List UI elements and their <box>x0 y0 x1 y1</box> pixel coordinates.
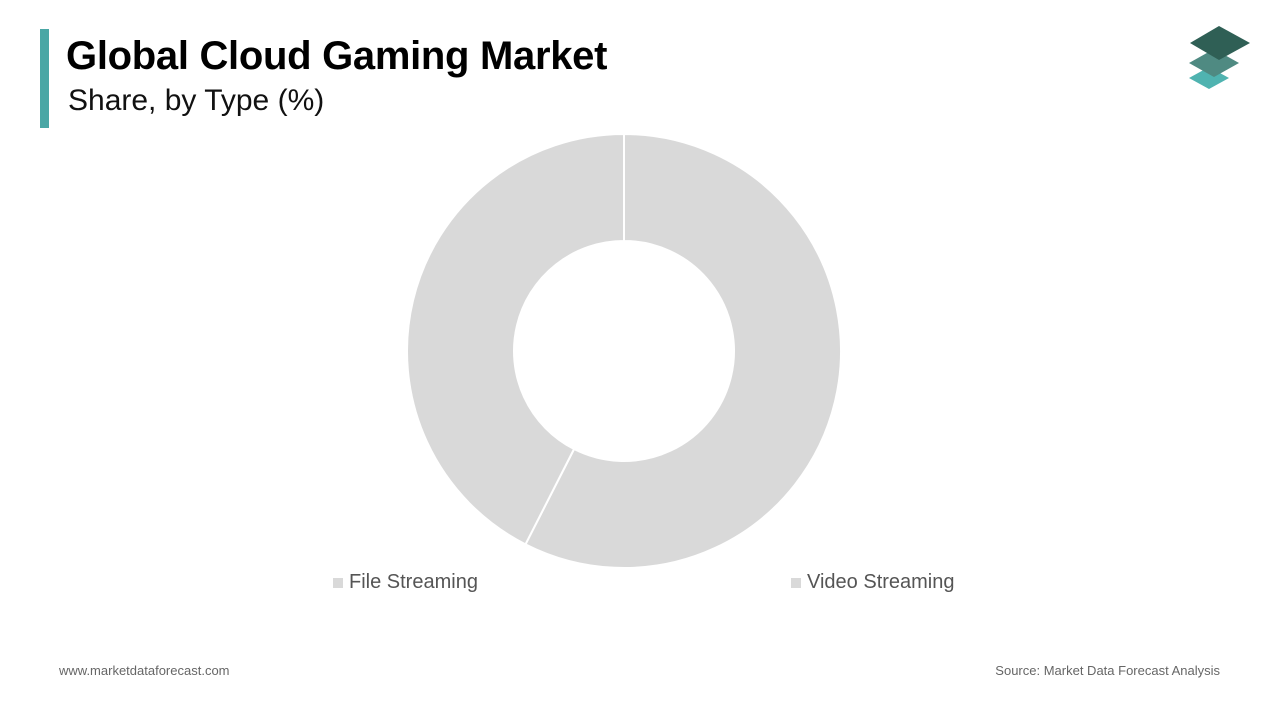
legend-item-file-streaming: File Streaming <box>333 571 478 594</box>
chart-title: Global Cloud Gaming Market <box>66 34 608 78</box>
legend-swatch <box>791 577 801 588</box>
title-accent-bar <box>40 29 49 128</box>
legend-label: File Streaming <box>349 571 478 593</box>
legend-label: Video Streaming <box>807 571 955 593</box>
slice-file-streaming <box>406 132 625 546</box>
legend-item-video-streaming: Video Streaming <box>791 571 955 594</box>
legend-swatch <box>333 577 343 588</box>
chart-subtitle: Share, by Type (%) <box>68 84 325 117</box>
footer-source: Source: Market Data Forecast Analysis <box>995 663 1220 678</box>
stacked-layers-icon <box>1189 26 1250 89</box>
logo-layer-middle <box>1189 49 1239 77</box>
footer-website: www.marketdataforecast.com <box>59 663 230 678</box>
logo-layer-top <box>1190 26 1250 60</box>
slice-video-streaming <box>524 132 842 569</box>
